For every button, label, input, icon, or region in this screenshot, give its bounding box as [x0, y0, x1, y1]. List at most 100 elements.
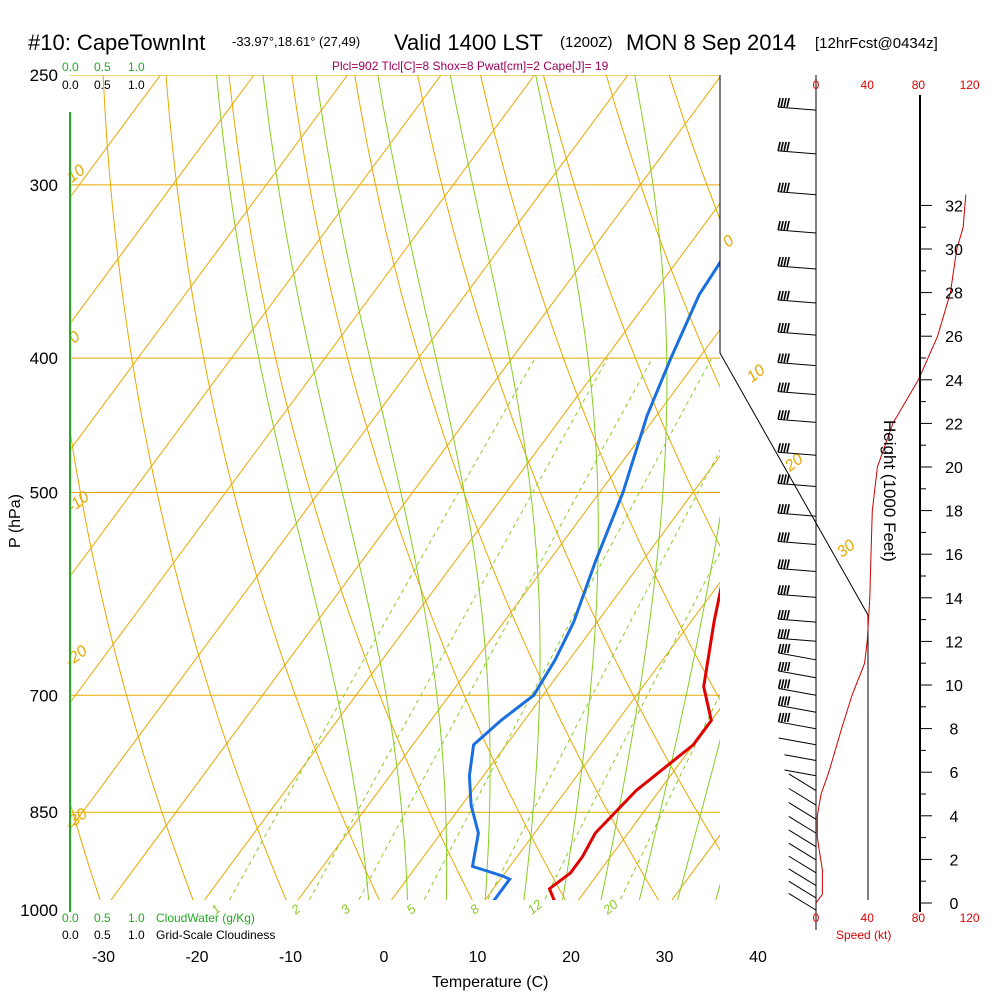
height-tick: 24 [945, 373, 963, 390]
wind-barb [777, 696, 817, 713]
wind-barb [777, 643, 817, 661]
wind-barb-feather [783, 532, 787, 542]
wind-barb [777, 712, 817, 730]
dry-adiabat [858, 75, 1000, 928]
temperature-tick: 30 [656, 949, 674, 966]
moist-adiabat [315, 75, 448, 900]
wind-barb-staff [778, 687, 817, 696]
wind-barb [777, 322, 817, 336]
surface-dewpoint-dot [489, 911, 497, 919]
wind-barb-feather [786, 182, 790, 192]
isotherm-line [390, 455, 720, 900]
isotherm-label: -30 [62, 805, 91, 833]
wind-barb-feather [783, 290, 787, 301]
wind-barb-staff [788, 815, 817, 834]
wind-barb [777, 609, 817, 623]
bottom-green-0: 0.0 [62, 911, 79, 925]
wind-barb-feather [786, 609, 790, 620]
wind-barb-feather [777, 182, 781, 192]
wind-barb-feather [783, 97, 787, 108]
wind-barb-feather [780, 382, 784, 392]
isotherm-label: 30 [834, 537, 859, 561]
isotherm-line [577, 707, 720, 900]
height-tick: 18 [945, 504, 963, 521]
speed-tick-top: 40 [861, 78, 875, 92]
wind-barb-feather [783, 382, 787, 392]
wind-barb-feather [780, 220, 784, 231]
wind-barb-feather [783, 443, 787, 453]
x-axis-label: Temperature (C) [432, 974, 548, 991]
wind-barb-staff [788, 868, 817, 886]
wind-barb-staff [778, 229, 817, 234]
wind-barb-staff [778, 637, 817, 642]
moist-adiabat [638, 514, 720, 900]
wind-barb-feather [777, 679, 782, 689]
dry-adiabat [102, 75, 287, 900]
wind-barb-feather [783, 503, 787, 514]
mixing-ratio-label: 8 [467, 901, 483, 918]
mixing-ratio-line [423, 357, 713, 900]
wind-barb-feather [786, 679, 791, 689]
height-tick: 6 [950, 765, 959, 782]
wind-barb-staff [778, 362, 817, 367]
sounding-profiles [467, 259, 720, 919]
wind-barb-feather [783, 141, 787, 152]
wind-barb [788, 892, 817, 911]
isotherm-line [70, 75, 442, 578]
wind-barb-feather [777, 382, 781, 392]
wind-barb [788, 787, 817, 806]
temperature-tick: 10 [469, 949, 487, 966]
top-green-0: 0.0 [62, 60, 79, 74]
isotherm-label: -20 [62, 642, 91, 670]
wind-barb [788, 802, 817, 820]
mixing-ratio-line [308, 357, 609, 900]
wind-barb-feather [783, 322, 787, 333]
wind-barb-staff [778, 482, 817, 488]
wind-barb-staff [778, 106, 817, 111]
wind-barb [788, 855, 817, 874]
wind-barb-feather [786, 382, 790, 392]
wind-barb-staff [788, 855, 817, 874]
top-black-2: 1.0 [128, 78, 145, 92]
wind-barb-feather [786, 97, 790, 108]
wind-barb-feather [786, 141, 790, 152]
wind-barb-feather [777, 474, 781, 484]
dry-adiabat [605, 75, 720, 389]
wind-barb-feather [780, 532, 784, 542]
wind-barb-feather [783, 643, 788, 654]
wind-barb-feather [780, 256, 784, 267]
wind-barb-feather [786, 643, 791, 654]
speed-tick-bottom: 80 [912, 911, 926, 925]
isotherm-line [70, 75, 348, 451]
wind-barb [777, 559, 817, 572]
wind-barb-feather [786, 322, 790, 333]
height-tick: 8 [950, 722, 959, 739]
wind-barb-feather [777, 609, 781, 620]
wind-barb-feather [777, 532, 781, 542]
moist-adiabat [449, 75, 541, 900]
moist-adiabat [535, 75, 599, 900]
wind-barb [777, 629, 817, 642]
wind-barb-staff [784, 754, 817, 761]
mixing-ratio-line [619, 693, 720, 900]
cloudiness-label: Grid-Scale Cloudiness [156, 928, 275, 942]
height-tick: 4 [950, 809, 959, 826]
moist-adiabat [715, 883, 720, 900]
wind-barb-staff [778, 540, 817, 545]
wind-barb-feather [780, 712, 785, 723]
wind-barb-staff [778, 391, 817, 396]
wind-barb-feather [786, 503, 790, 514]
wind-barb-feather [786, 256, 790, 267]
isotherm-line [70, 75, 255, 325]
cloudwater-label: CloudWater (g/Kg) [156, 911, 255, 925]
wind-barb-staff [778, 652, 817, 661]
wind-barb-feather [780, 141, 784, 152]
dry-adiabat [417, 75, 720, 851]
wind-barb [777, 141, 817, 155]
wind-barb-feather [783, 220, 787, 231]
wind-barb [778, 737, 817, 746]
wind-barb-feather [786, 474, 790, 484]
wind-barb-feather [786, 696, 791, 706]
wind-barb [788, 815, 817, 834]
